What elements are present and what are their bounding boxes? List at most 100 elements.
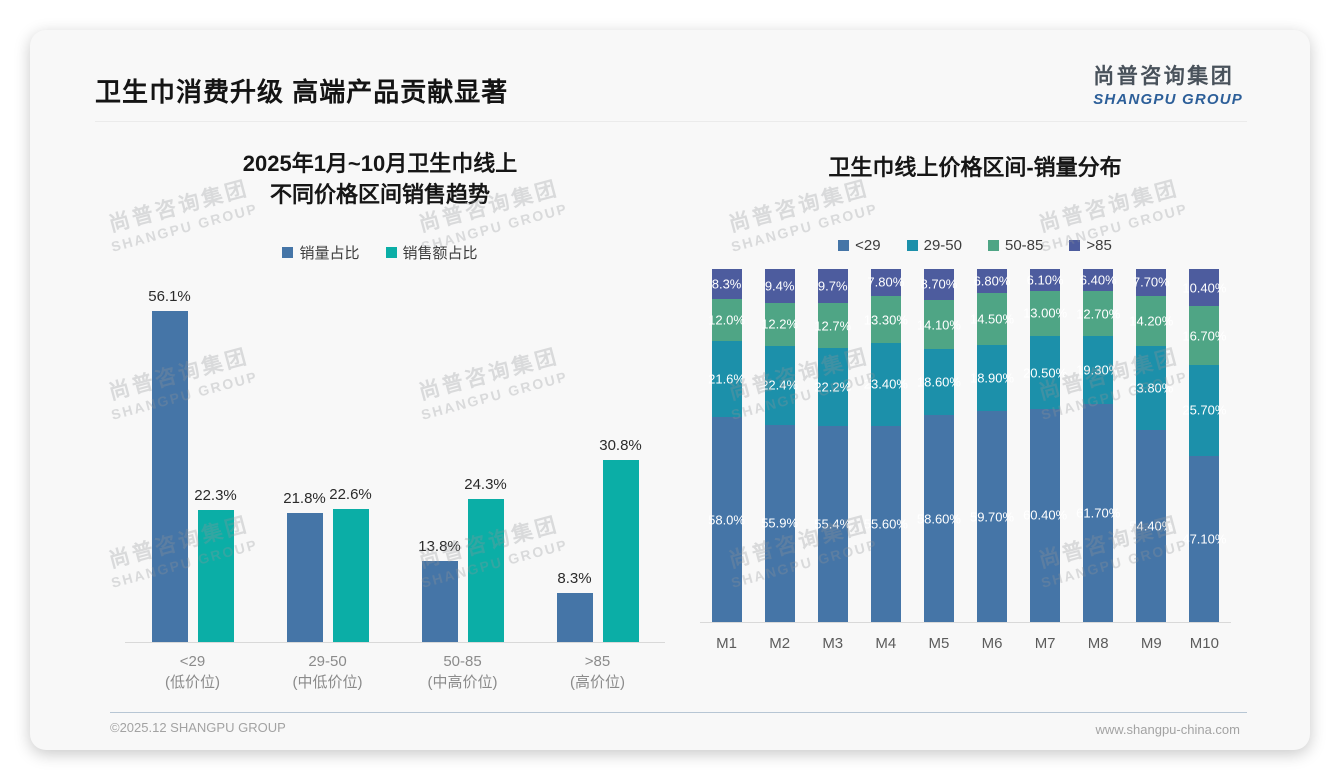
stacked-bar: 55.4% 22.2% 12.7% 9.7% <box>814 269 851 622</box>
segment-value-label: 58.0% <box>708 512 745 528</box>
segment-value-label: 12.70% <box>1076 306 1121 322</box>
stack-segment: 14.50% <box>970 293 1014 345</box>
footer-copyright: ©2025.12 SHANGPU GROUP <box>110 720 286 735</box>
segment-value-label: 18.60% <box>916 374 961 390</box>
month-label: M3 <box>822 635 844 652</box>
right-chart-section: 卫生巾线上价格区间-销量分布 <29 29-50 50-85 >85 58.0% 21.… <box>685 140 1265 652</box>
segment-value-label: 6.40% <box>1079 272 1117 288</box>
segment-value-label: 54.40% <box>1129 518 1174 534</box>
stack-segment: 7.70% <box>1133 268 1170 296</box>
right-chart-legend: <29 29-50 50-85 >85 <box>685 237 1265 254</box>
legend-item: 销量占比 <box>282 242 360 263</box>
slide: 卫生巾消费升级 高端产品贡献显著 尚普咨询集团 SHANGPU GROUP 20… <box>30 30 1310 750</box>
stack-segment: 13.00% <box>1023 290 1067 337</box>
bar-value-label: 8.3% <box>557 570 592 587</box>
segment-value-label: 12.7% <box>814 318 852 334</box>
legend-item: >85 <box>1069 237 1112 254</box>
stack-segment: 54.40% <box>1129 430 1173 622</box>
bar-value-label: 56.1% <box>148 288 191 305</box>
segment-value-label: 58.60% <box>916 511 961 527</box>
stacked-bar: 58.60% 18.60% 14.10% 8.70% <box>917 268 961 622</box>
segment-value-label: 60.40% <box>1023 507 1068 523</box>
header-divider <box>95 121 1247 122</box>
legend-item: 销售额占比 <box>385 242 478 263</box>
bar-value-label: 22.3% <box>194 487 237 505</box>
footer-website: www.shangpu-china.com <box>1095 722 1240 737</box>
legend-item: <29 <box>838 237 881 254</box>
stacked-bar: 61.70% 19.30% 12.70% 6.40% <box>1076 268 1120 622</box>
bar-group: 21.8% 22.6% <box>283 486 372 642</box>
left-chart-title-line1: 2025年1月~10月卫生巾线上 <box>242 151 518 176</box>
left-chart-plot: 56.1% 22.3% 21.8% 22.6% 13.8% 24.3% 8.3% 30.8% <box>125 285 665 643</box>
stack-segment: 55.60% <box>864 425 908 622</box>
legend-swatch-icon <box>1069 240 1081 251</box>
left-chart-title: 2025年1月~10月卫生巾线上 不同价格区间销售趋势 <box>90 148 670 210</box>
stack-segment: 8.3% <box>711 269 742 299</box>
segment-value-label: 25.70% <box>1182 402 1227 418</box>
segment-value-label: 47.10% <box>1182 531 1227 547</box>
bar-value-label: 21.8% <box>283 490 326 508</box>
segment-value-label: 20.50% <box>1023 365 1068 381</box>
segment-value-label: 14.10% <box>916 317 961 333</box>
stack-segment: 55.4% <box>814 426 851 622</box>
month-label: M2 <box>769 635 791 652</box>
segment-value-label: 6.80% <box>973 273 1011 289</box>
segment-value-label: 14.20% <box>1129 313 1174 329</box>
stack-segment: 12.2% <box>761 302 798 346</box>
bar: 56.1% <box>148 288 191 642</box>
stack-segment: 58.60% <box>917 415 961 622</box>
segment-value-label: 59.70% <box>969 509 1015 525</box>
legend-swatch-icon <box>906 240 918 251</box>
left-chart-title-line2: 不同价格区间销售趋势 <box>269 182 490 207</box>
stack-segment: 9.4% <box>764 269 795 303</box>
stack-segment: 55.9% <box>761 424 798 622</box>
segment-value-label: 12.0% <box>708 312 745 328</box>
stacked-bar: 58.0% 21.6% 12.0% 8.3% <box>708 269 745 622</box>
left-chart-legend: 销量占比 销售额占比 <box>90 242 670 263</box>
legend-swatch-icon <box>988 240 999 251</box>
bar: 21.8% <box>283 490 326 642</box>
month-label: M8 <box>1087 635 1109 652</box>
month-label: M6 <box>981 635 1003 652</box>
right-chart-month-axis: M1 M2 M3 M4 M5 M6 M7 M8 M9 M10 <box>700 635 1231 652</box>
bar: 22.3% <box>194 487 237 642</box>
month-label: M5 <box>928 635 950 652</box>
bar-value-label: 30.8% <box>599 437 642 455</box>
stack-segment: 16.70% <box>1182 306 1226 366</box>
logo-chinese-name: 尚普咨询集团 <box>1093 65 1235 88</box>
stacked-bar: 55.60% 23.40% 13.30% 7.80% <box>864 268 908 622</box>
segment-value-label: 8.3% <box>711 276 742 292</box>
stack-segment: 18.90% <box>970 344 1014 412</box>
stack-segment: 22.2% <box>814 348 851 427</box>
stack-segment: 8.70% <box>920 268 957 300</box>
stack-segment: 61.70% <box>1076 404 1120 622</box>
stack-segment: 9.7% <box>817 269 848 304</box>
legend-swatch-icon <box>838 240 850 251</box>
stacked-bar: 60.40% 20.50% 13.00% 6.10% <box>1023 269 1067 622</box>
stack-segment: 12.7% <box>814 303 851 349</box>
legend-label: 销量占比 <box>299 245 360 262</box>
right-chart-plot: 58.0% 21.6% 12.0% 8.3% 55.9% 22.4% 12.2% 9.4% 55… <box>700 268 1231 623</box>
bar-value-label: 13.8% <box>418 537 461 555</box>
segment-value-label: 7.80% <box>867 274 905 290</box>
stack-segment: 20.50% <box>1023 336 1067 409</box>
category-label: 29-50 (中低价位) <box>292 653 363 691</box>
stack-segment: 7.80% <box>867 268 904 297</box>
right-chart-title: 卫生巾线上价格区间-销量分布 <box>828 155 1122 180</box>
segment-value-label: 61.70% <box>1076 505 1121 521</box>
stack-segment: 58.0% <box>708 417 745 622</box>
category-label: 50-85 (中高价位) <box>427 653 498 691</box>
legend-label: <29 <box>855 237 881 254</box>
stack-segment: 23.80% <box>1129 346 1173 430</box>
bar: 13.8% <box>418 538 461 642</box>
month-label: M4 <box>875 635 897 652</box>
legend-swatch-icon <box>385 247 397 258</box>
bar-group: 56.1% 22.3% <box>148 288 237 642</box>
legend-label: 50-85 <box>1005 237 1044 254</box>
month-label: M7 <box>1034 635 1056 652</box>
segment-value-label: 10.40% <box>1182 280 1227 296</box>
page-title: 卫生巾消费升级 高端产品贡献显著 <box>95 77 509 107</box>
bar: 22.6% <box>329 486 372 642</box>
segment-value-label: 22.4% <box>761 377 799 393</box>
stack-segment: 12.70% <box>1076 291 1120 337</box>
